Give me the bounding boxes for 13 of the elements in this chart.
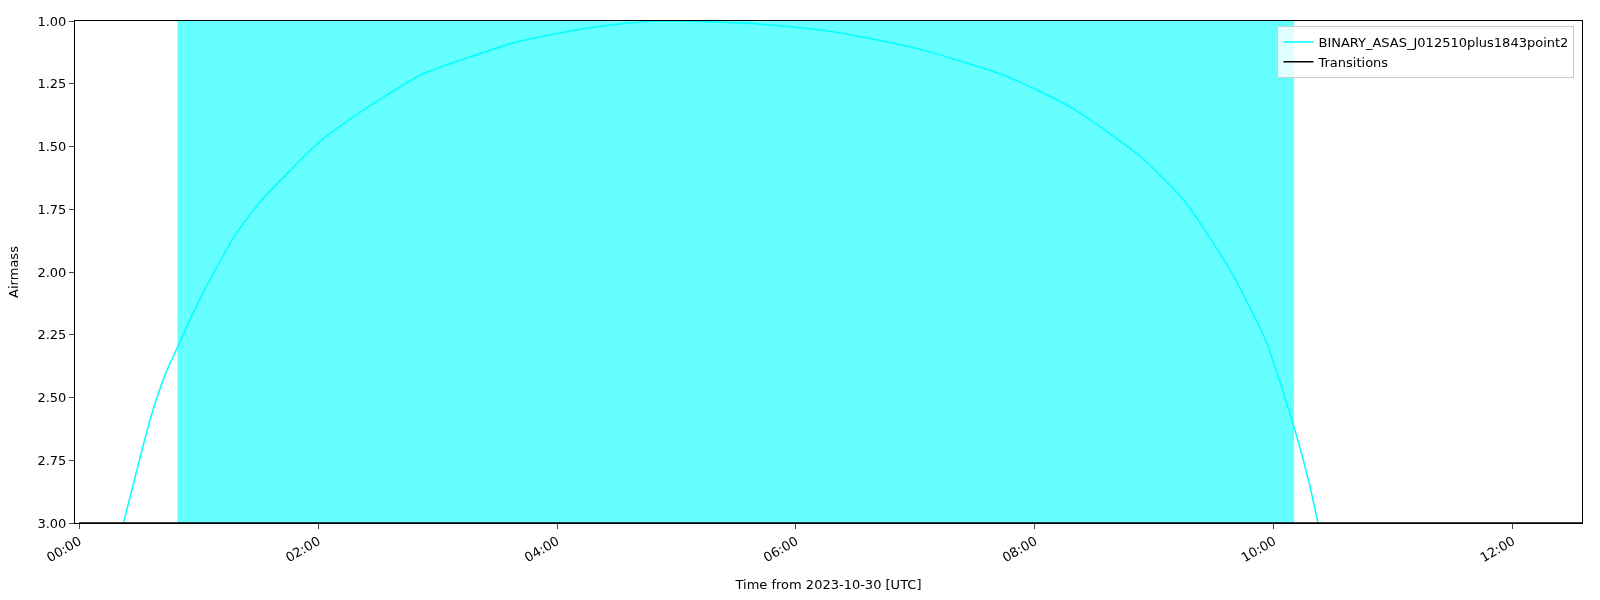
y-tick-label: 2.75 (37, 452, 67, 468)
y-tick-label: 1.75 (37, 201, 67, 217)
y-tick-label: 2.00 (37, 264, 67, 280)
y-tick-label: 1.00 (37, 13, 67, 29)
legend-label: BINARY_ASAS_J012510plus1843point2 (1318, 35, 1569, 51)
legend-label: Transitions (1317, 54, 1389, 70)
y-tick-label: 2.25 (37, 327, 67, 343)
y-tick-label: 1.25 (37, 76, 67, 92)
y-tick-label: 2.50 (37, 390, 67, 406)
y-tick-label: 3.00 (37, 515, 67, 531)
y-tick-label: 1.50 (37, 139, 67, 155)
x-axis-title: Time from 2023-10-30 [UTC] (734, 576, 922, 592)
y-axis-title: Airmass (6, 245, 22, 298)
